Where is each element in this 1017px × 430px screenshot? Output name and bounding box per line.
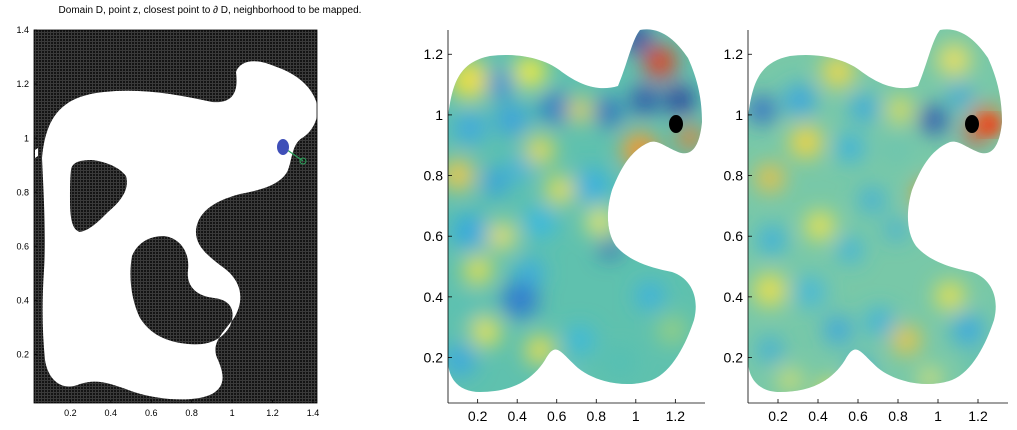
y-tick-label: 1.2 [16, 79, 29, 89]
x-tick-label: 0.2 [468, 408, 488, 424]
panel-domain: Domain D, point z, closest point to ∂ D,… [16, 5, 361, 418]
axes-frame [33, 29, 318, 404]
x-tick-label: 0.8 [185, 408, 198, 418]
domain-region [42, 61, 318, 400]
x-tick-label: 1.2 [266, 408, 279, 418]
y-tick-label: 0.2 [16, 349, 29, 359]
y-tick-label: 0.8 [424, 167, 444, 183]
y-tick-label: 0.4 [724, 289, 744, 305]
y-tick-label: 1 [24, 133, 29, 143]
y-tick-label: 0.8 [724, 167, 744, 183]
panel-field-b: 0.2 0.4 0.6 0.8 1 1.2 0.2 0.4 0.6 0.8 1 1.2 [724, 29, 1008, 424]
x-tick-label: 0.2 [768, 408, 788, 424]
axis-ticks: 0.2 0.4 0.6 0.8 1 1.2 0.2 0.4 0.6 0.8 1 1.2 [724, 46, 988, 424]
x-tick-label: 1 [230, 408, 235, 418]
panel-title: Domain D, point z, closest point to ∂ D,… [59, 5, 362, 16]
point-z [277, 139, 289, 155]
x-tick-label: 1.4 [307, 408, 320, 418]
field-surface [448, 29, 702, 392]
y-tick-label: 1.4 [16, 25, 29, 35]
y-tick-label: 0.4 [424, 289, 444, 305]
x-tick-label: 0.4 [105, 408, 118, 418]
x-tick-label: 0.8 [888, 408, 908, 424]
marked-point [669, 115, 683, 133]
y-tick-label: 0.4 [16, 295, 29, 305]
y-tick-label: 1 [435, 107, 443, 123]
x-tick-label: 0.8 [587, 408, 607, 424]
x-tick-label: 1.2 [968, 408, 988, 424]
field-surface [748, 29, 1002, 392]
y-tick-label: 0.2 [424, 349, 444, 365]
y-tick-label: 1 [735, 107, 743, 123]
x-tick-label: 1.2 [666, 408, 686, 424]
x-tick-label: 0.6 [145, 408, 158, 418]
y-tick-label: 0.6 [724, 228, 744, 244]
panel-field-a: 0.2 0.4 0.6 0.8 1 1.2 0.2 0.4 0.6 0.8 1 1.2 [424, 29, 705, 424]
x-tick-label: 1 [934, 408, 942, 424]
x-tick-label: 0.4 [507, 408, 527, 424]
y-tick-label: 0.8 [16, 187, 29, 197]
marked-point [965, 115, 979, 133]
closest-boundary-point [299, 157, 307, 165]
domain-notch [35, 148, 38, 158]
y-tick-label: 1.2 [424, 46, 444, 62]
axis-ticks: 0.2 0.4 0.6 0.8 1 1.2 1.4 0.2 0.4 0.6 0.8 1 1.2 1.4 [16, 25, 319, 418]
x-tick-label: 0.4 [808, 408, 828, 424]
x-tick-label: 0.2 [64, 408, 77, 418]
axis-ticks: 0.2 0.4 0.6 0.8 1 1.2 0.2 0.4 0.6 0.8 1 1.2 [424, 46, 686, 424]
x-tick-label: 1 [632, 408, 640, 424]
x-tick-label: 0.6 [848, 408, 868, 424]
y-tick-label: 0.6 [16, 241, 29, 251]
y-tick-label: 1.2 [724, 46, 744, 62]
y-tick-label: 0.2 [724, 349, 744, 365]
x-tick-label: 0.6 [547, 408, 567, 424]
y-tick-label: 0.6 [424, 228, 444, 244]
